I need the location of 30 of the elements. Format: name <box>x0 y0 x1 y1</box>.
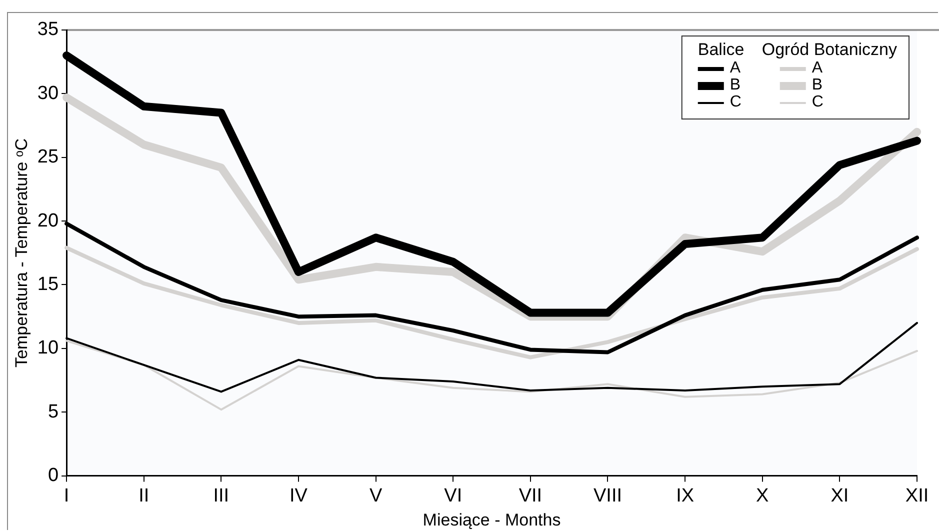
annotation: Balice <box>698 40 744 60</box>
x-tick-label: IX <box>676 485 694 506</box>
x-tick-label: III <box>213 485 230 506</box>
x-tick-label: XI <box>830 485 849 506</box>
x-tick-label: VII <box>518 485 542 506</box>
x-axis-title: Miesiące - Months <box>422 510 561 530</box>
y-tick-label: 10 <box>37 338 59 359</box>
x-tick-label: X <box>756 485 770 506</box>
y-tick-label: 35 <box>37 19 59 40</box>
x-tick-label: I <box>64 485 70 506</box>
y-axis-title: Temperatura - Temperature ᵒC <box>12 138 31 368</box>
x-tick-label: IV <box>290 485 308 506</box>
y-tick-label: 15 <box>37 274 59 295</box>
y-tick-label: 30 <box>37 82 59 104</box>
legend-label: C <box>812 93 824 110</box>
legend-label: A <box>812 59 823 76</box>
x-tick-label: VI <box>444 485 462 506</box>
x-tick-label: II <box>138 485 150 506</box>
y-tick-label: 25 <box>37 146 59 168</box>
x-tick-label: VIII <box>593 485 622 506</box>
x-tick-label: V <box>369 485 382 506</box>
legend-label: B <box>812 76 823 94</box>
y-tick-label: 5 <box>48 401 59 422</box>
legend-label: B <box>730 76 741 94</box>
annotation: Ogród Botaniczny <box>762 40 898 60</box>
legend-label: C <box>730 93 742 110</box>
x-tick-label: XII <box>905 485 929 506</box>
legend-label: A <box>730 59 741 76</box>
y-tick-label: 20 <box>37 210 59 232</box>
y-tick-label: 0 <box>48 465 59 486</box>
